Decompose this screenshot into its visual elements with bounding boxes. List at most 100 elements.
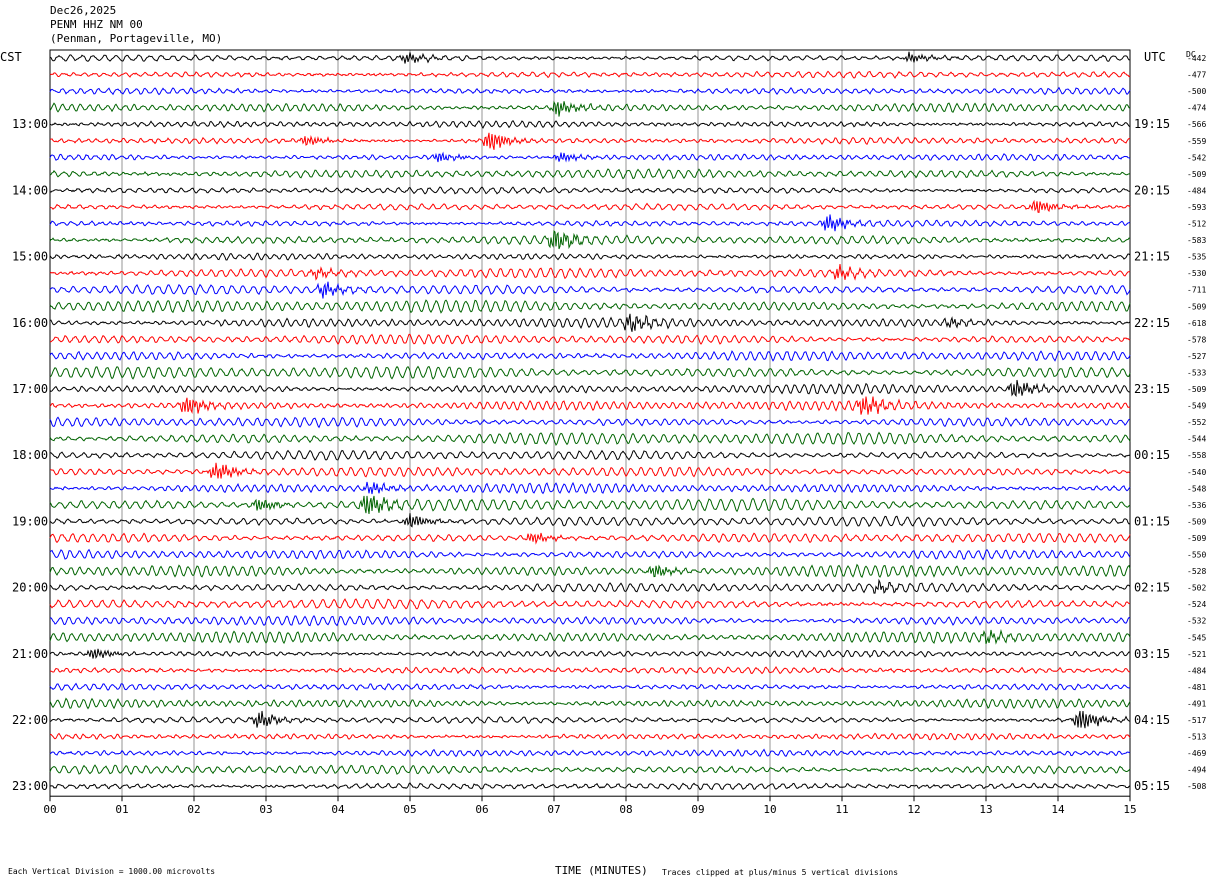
- dc-offset-label: -549: [1187, 402, 1206, 411]
- x-tick-label: 05: [403, 803, 416, 816]
- x-tick-label: 07: [547, 803, 560, 816]
- x-tick-label: 04: [331, 803, 345, 816]
- dc-offset-label: -593: [1187, 203, 1206, 212]
- x-tick-label: 10: [763, 803, 776, 816]
- seismic-trace: [49, 365, 1131, 380]
- dc-offset-label: -545: [1187, 633, 1206, 642]
- seismic-trace: [49, 495, 1131, 514]
- dc-column-title: DC: [1186, 50, 1196, 59]
- utc-hour-label: 23:15: [1134, 382, 1170, 396]
- x-tick-label: 12: [907, 803, 920, 816]
- seismic-trace: [49, 532, 1131, 545]
- cst-hour-label: 19:00: [12, 514, 48, 528]
- seismic-trace: [49, 666, 1131, 675]
- label-layer: 00 01 02 03 04 05 06 07 08 09 10 11 12 13 14 15 -442 -477…: [0, 50, 1206, 816]
- seismic-trace: [49, 132, 1131, 150]
- seismic-trace: [49, 186, 1131, 195]
- dc-offset-label: -513: [1187, 733, 1206, 742]
- x-tick-label: 08: [619, 803, 632, 816]
- dc-offset-label: -524: [1187, 600, 1206, 609]
- seismic-trace: [49, 168, 1131, 180]
- dc-offset-label: -583: [1187, 236, 1206, 245]
- seismic-trace: [49, 548, 1131, 561]
- utc-hour-label: 05:15: [1134, 779, 1170, 793]
- dc-offset-label: -532: [1187, 617, 1206, 626]
- cst-hour-label: 22:00: [12, 713, 48, 727]
- dc-offset-label: -469: [1187, 749, 1206, 758]
- dc-offset-label: -509: [1187, 534, 1206, 543]
- seismic-trace: [49, 199, 1131, 213]
- seismic-trace: [49, 70, 1131, 79]
- seismic-trace: [49, 598, 1131, 610]
- seismic-trace: [49, 119, 1131, 129]
- seismic-trace: [49, 748, 1131, 758]
- x-tick-label: 03: [259, 803, 272, 816]
- dc-offset-label: -528: [1187, 567, 1206, 576]
- dc-offset-label: -552: [1187, 418, 1206, 427]
- utc-hour-label: 01:15: [1134, 514, 1170, 528]
- dc-offset-label: -542: [1187, 153, 1206, 162]
- utc-hour-label: 22:15: [1134, 316, 1170, 330]
- utc-hour-label: 00:15: [1134, 448, 1170, 462]
- x-tick-label: 02: [187, 803, 200, 816]
- seismic-trace: [49, 682, 1131, 691]
- utc-hour-label: 21:15: [1134, 250, 1170, 264]
- seismic-trace: [49, 281, 1131, 299]
- x-tick-label: 01: [115, 803, 128, 816]
- utc-axis-title: UTC: [1144, 50, 1166, 64]
- x-tick-label: 14: [1051, 803, 1065, 816]
- seismic-trace: [49, 697, 1131, 710]
- seismic-trace: [50, 615, 1131, 627]
- seismic-trace: [49, 230, 1131, 250]
- seismic-trace: [49, 449, 1131, 461]
- dc-offset-label: -484: [1187, 666, 1206, 675]
- dc-offset-label: -494: [1187, 766, 1206, 775]
- dc-offset-label: -558: [1187, 451, 1206, 460]
- x-tick-label: 13: [979, 803, 992, 816]
- dc-offset-label: -491: [1187, 699, 1206, 708]
- cst-hour-label: 14:00: [12, 183, 48, 197]
- seismic-trace: [49, 578, 1131, 594]
- seismic-trace: [49, 214, 1131, 232]
- dc-offset-label: -618: [1187, 319, 1206, 328]
- dc-offset-label: -477: [1187, 71, 1206, 80]
- seismic-trace: [49, 151, 1131, 163]
- dc-offset-label: -509: [1187, 385, 1206, 394]
- seismic-trace: [49, 782, 1131, 791]
- seismic-trace: [49, 86, 1131, 96]
- dc-offset-label: -550: [1187, 551, 1206, 560]
- dc-offset-label: -559: [1187, 137, 1206, 146]
- dc-offset-label: -530: [1187, 269, 1206, 278]
- utc-hour-label: 03:15: [1134, 647, 1170, 661]
- seismic-trace: [49, 628, 1131, 645]
- seismic-trace: [49, 379, 1131, 398]
- seismic-trace: [49, 252, 1131, 261]
- seismic-trace: [49, 462, 1131, 479]
- dc-offset-label: -517: [1187, 716, 1206, 725]
- seismic-trace: [49, 396, 1131, 415]
- dc-offset-label: -533: [1187, 368, 1206, 377]
- cst-hour-label: 18:00: [12, 448, 48, 462]
- seismic-trace: [49, 764, 1131, 776]
- dc-offset-label: -566: [1187, 120, 1206, 129]
- station-location: (Penman, Portageville, MO): [50, 32, 223, 45]
- x-tick-label: 06: [475, 803, 488, 816]
- dc-offset-label: -527: [1187, 352, 1206, 361]
- utc-hour-label: 20:15: [1134, 183, 1170, 197]
- dc-offset-label: -544: [1187, 435, 1206, 444]
- seismic-trace: [49, 431, 1131, 447]
- dc-offset-label: -509: [1187, 170, 1206, 179]
- cst-hour-label: 15:00: [12, 250, 48, 264]
- dc-offset-label: -535: [1187, 253, 1206, 262]
- scale-note: Each Vertical Division = 1000.00 microvo…: [8, 867, 216, 876]
- utc-hour-label: 04:15: [1134, 713, 1170, 727]
- seismic-trace: [49, 481, 1131, 495]
- seismic-trace: [49, 648, 1131, 660]
- dc-offset-label: -548: [1187, 484, 1206, 493]
- seismic-trace: [49, 416, 1131, 429]
- x-tick-label: 11: [835, 803, 848, 816]
- dc-offset-label: -508: [1187, 782, 1206, 791]
- dc-offset-label: -474: [1187, 104, 1206, 113]
- cst-hour-label: 20:00: [12, 581, 48, 595]
- cst-hour-label: 17:00: [12, 382, 48, 396]
